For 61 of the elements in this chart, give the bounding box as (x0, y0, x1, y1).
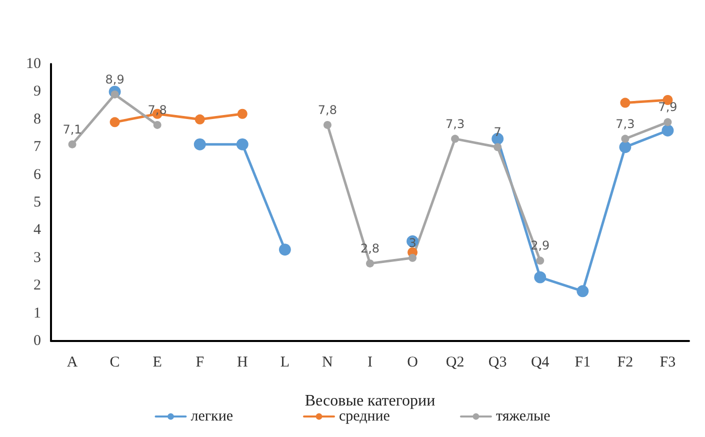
point (408, 254, 417, 262)
data-label: 7,8 (148, 102, 167, 117)
y-tick-label: 9 (34, 84, 41, 100)
x-tick-label: N (322, 354, 334, 370)
y-tick-label: 8 (34, 111, 41, 128)
x-tick-label: L (280, 354, 290, 370)
x-tick-label: F2 (617, 354, 634, 370)
data-label: 7,3 (616, 116, 635, 131)
y-tick-label: 0 (34, 333, 41, 349)
data-label: 3 (408, 236, 416, 250)
point (664, 118, 672, 126)
data-label: 7,9 (658, 100, 678, 114)
point (662, 124, 674, 136)
data-label: 7,1 (62, 122, 82, 136)
y-tick-label: 7 (34, 139, 42, 156)
point (621, 134, 630, 143)
data-label: 2,8 (360, 241, 380, 256)
x-tick-label: F1 (574, 354, 591, 370)
x-axis-title: Весовые категории (304, 392, 436, 410)
x-tick-label: Q4 (530, 354, 550, 370)
x-tick-label: Q3 (488, 354, 507, 370)
x-tick-label: O (407, 354, 418, 370)
point (153, 120, 162, 129)
x-tick-label: Q2 (446, 354, 464, 370)
point (576, 285, 589, 298)
y-tick-label: 1 (34, 305, 41, 322)
point (278, 244, 291, 256)
x-tick-label: C (110, 354, 120, 370)
legend-label: тяжелые (496, 408, 551, 424)
data-label: 7,3 (446, 116, 465, 131)
point (110, 117, 120, 128)
y-tick-label: 4 (34, 222, 42, 238)
point (194, 114, 205, 124)
data-label: 7,8 (318, 102, 338, 117)
point (620, 98, 630, 108)
x-tick-label: E (152, 354, 162, 370)
point (619, 141, 632, 154)
point (194, 138, 206, 150)
point (536, 256, 544, 265)
point (451, 134, 460, 143)
point (366, 259, 374, 268)
point (323, 120, 332, 129)
point (237, 108, 248, 119)
y-tick-label: 5 (34, 194, 41, 210)
y-tick-label: 2 (34, 278, 41, 294)
x-tick-label: F3 (660, 354, 676, 370)
y-tick-label: 3 (34, 250, 41, 266)
y-tick-label: 6 (34, 166, 42, 183)
point (68, 140, 76, 148)
x-tick-label: H (236, 354, 248, 370)
legend-label: легкие (190, 408, 234, 424)
point (534, 271, 546, 284)
y-tick-label: 10 (26, 56, 41, 72)
legend-label: средние (339, 408, 390, 424)
data-label: 2,9 (530, 238, 550, 253)
data-label: 8,9 (105, 72, 124, 86)
x-tick-label: F (196, 354, 204, 370)
point (494, 143, 502, 152)
x-tick-label: I (368, 354, 372, 370)
x-tick-label: A (66, 354, 78, 370)
point (236, 138, 248, 150)
